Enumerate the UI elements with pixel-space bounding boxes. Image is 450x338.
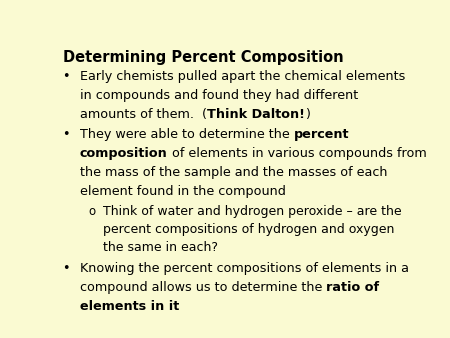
Text: Think Dalton!: Think Dalton! xyxy=(207,107,305,121)
Text: percent: percent xyxy=(294,128,349,141)
Text: Determining Percent Composition: Determining Percent Composition xyxy=(63,50,343,65)
Text: of elements in various compounds from: of elements in various compounds from xyxy=(168,147,427,160)
Text: o: o xyxy=(88,204,95,218)
Text: elements in it: elements in it xyxy=(80,300,179,313)
Text: •: • xyxy=(63,70,70,82)
Text: •: • xyxy=(63,262,70,275)
Text: composition: composition xyxy=(80,147,168,160)
Text: Early chemists pulled apart the chemical elements: Early chemists pulled apart the chemical… xyxy=(80,70,405,82)
Text: They were able to determine the: They were able to determine the xyxy=(80,128,294,141)
Text: in compounds and found they had different: in compounds and found they had differen… xyxy=(80,89,358,102)
Text: compound allows us to determine the: compound allows us to determine the xyxy=(80,281,326,294)
Text: the mass of the sample and the masses of each: the mass of the sample and the masses of… xyxy=(80,166,387,179)
Text: •: • xyxy=(63,128,70,141)
Text: Think of water and hydrogen peroxide – are the: Think of water and hydrogen peroxide – a… xyxy=(104,204,402,218)
Text: the same in each?: the same in each? xyxy=(104,241,218,255)
Text: Knowing the percent compositions of elements in a: Knowing the percent compositions of elem… xyxy=(80,262,409,275)
Text: element found in the compound: element found in the compound xyxy=(80,185,286,198)
Text: amounts of them.  (: amounts of them. ( xyxy=(80,107,207,121)
Text: ): ) xyxy=(305,107,310,121)
Text: ratio of: ratio of xyxy=(326,281,379,294)
Text: percent compositions of hydrogen and oxygen: percent compositions of hydrogen and oxy… xyxy=(104,223,395,236)
